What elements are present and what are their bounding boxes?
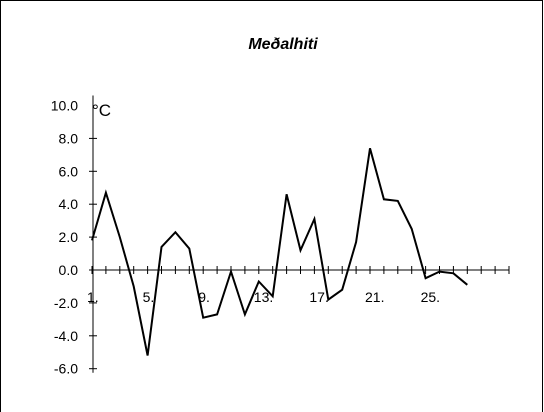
x-tick-label: 9.	[198, 289, 210, 305]
y-tick-label: -4.0	[54, 328, 78, 344]
y-tick-label: 6.0	[59, 163, 79, 179]
series	[91, 148, 468, 356]
y-tick-label: 4.0	[59, 196, 79, 212]
x-tick-label: 5.	[143, 289, 155, 305]
x-tick-label: 25.	[421, 289, 440, 305]
y-axis: 10.0 8.0 6.0 4.0 2.0 0.0 -2.0 -4.0 -6.0	[51, 95, 97, 377]
series-line-0	[91, 148, 468, 356]
chart-title: Meðalhiti	[248, 36, 318, 53]
y-tick-label: 8.0	[59, 130, 79, 146]
x-tick-label: 17.	[309, 289, 328, 305]
y-unit-label: °C	[92, 101, 111, 120]
y-tick-label: -2.0	[54, 295, 78, 311]
y-tick-label: 2.0	[59, 229, 79, 245]
y-tick-label: 10.0	[51, 98, 78, 114]
x-axis: 1. 5. 9. 13. 17. 21. 25.	[87, 266, 510, 305]
y-tick-label: -6.0	[54, 361, 78, 377]
x-tick-label: 21.	[365, 289, 384, 305]
y-tick-label: 0.0	[59, 262, 79, 278]
x-tick-label: 13.	[254, 289, 273, 305]
x-tick-label: 1.	[87, 289, 99, 305]
